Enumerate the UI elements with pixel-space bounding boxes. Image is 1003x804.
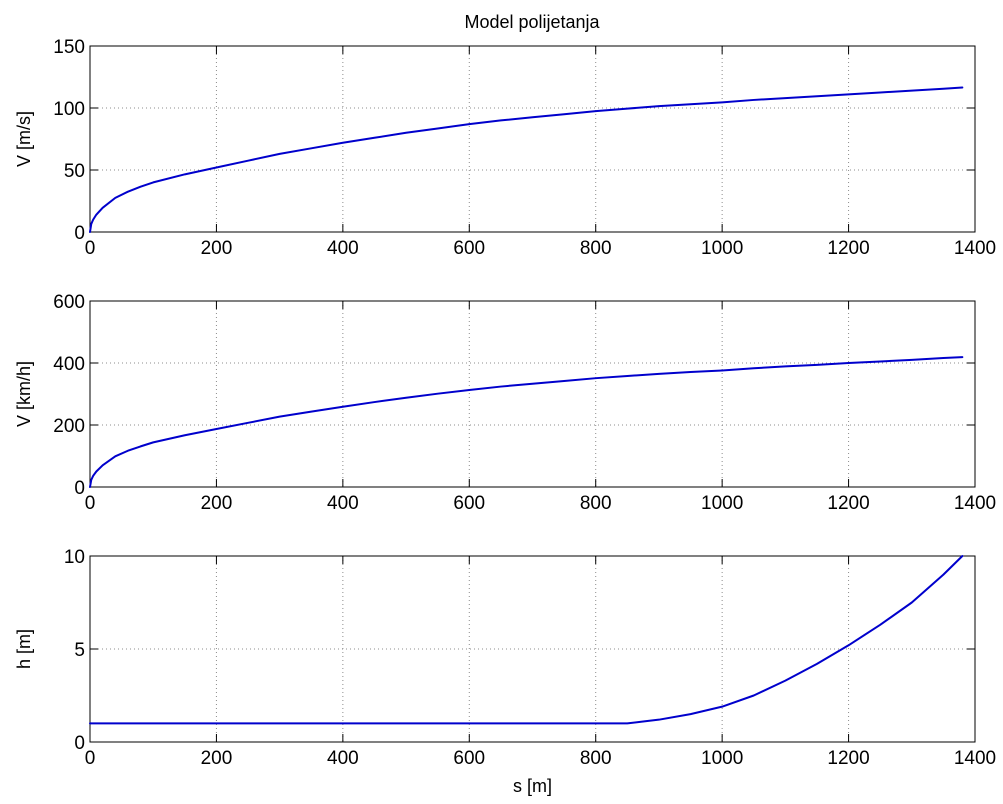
x-tick-label: 1400 bbox=[954, 748, 996, 769]
axes-box bbox=[89, 300, 976, 488]
x-tick-label: 400 bbox=[327, 238, 359, 259]
y-axis-label: h [m] bbox=[14, 629, 34, 669]
x-tick-label: 1200 bbox=[827, 493, 869, 514]
x-tick-label: 600 bbox=[453, 238, 485, 259]
y-axis-label: V [m/s] bbox=[14, 111, 34, 167]
x-tick-label: 600 bbox=[453, 493, 485, 514]
y-axis-label: V [km/h] bbox=[14, 361, 34, 427]
x-tick-label: 400 bbox=[327, 748, 359, 769]
y-tick-label: 0 bbox=[74, 223, 85, 244]
y-tick-label: 100 bbox=[53, 99, 85, 120]
x-tick-label: 1000 bbox=[701, 493, 743, 514]
x-tick-label: 1200 bbox=[827, 238, 869, 259]
axes-box bbox=[89, 45, 976, 233]
subplot-2: 0 200 400 600 800 1000 1200 1400 0 200 400 600 V [km… bbox=[14, 292, 996, 514]
x-tick-label: 1000 bbox=[701, 748, 743, 769]
x-tick-label: 0 bbox=[85, 493, 96, 514]
x-tick-label: 1200 bbox=[827, 748, 869, 769]
x-tick-label: 1400 bbox=[954, 493, 996, 514]
y-tick-label: 5 bbox=[74, 640, 85, 661]
y-tick-label: 0 bbox=[74, 478, 85, 499]
y-tick-label: 10 bbox=[64, 547, 85, 568]
x-tick-label: 800 bbox=[580, 748, 612, 769]
y-tick-label: 400 bbox=[53, 354, 85, 375]
y-tick-label: 50 bbox=[64, 161, 85, 182]
subplot-3: 0 200 400 600 800 1000 1200 1400 0 5 10 h [m] s [m] bbox=[14, 547, 996, 796]
x-tick-label: 1000 bbox=[701, 238, 743, 259]
y-tick-label: 0 bbox=[74, 733, 85, 754]
x-axis-label: s [m] bbox=[513, 776, 552, 796]
x-tick-label: 800 bbox=[580, 493, 612, 514]
x-tick-label: 400 bbox=[327, 493, 359, 514]
x-tick-label: 200 bbox=[201, 748, 233, 769]
x-tick-label: 200 bbox=[201, 493, 233, 514]
x-tick-label: 800 bbox=[580, 238, 612, 259]
x-tick-label: 1400 bbox=[954, 238, 996, 259]
series-line-1 bbox=[89, 356, 964, 488]
x-tick-label: 200 bbox=[201, 238, 233, 259]
x-tick-label: 0 bbox=[85, 238, 96, 259]
x-tick-label: 0 bbox=[85, 748, 96, 769]
figure-title: Model polijetanja bbox=[464, 12, 600, 32]
y-tick-label: 200 bbox=[53, 416, 85, 437]
subplot-1: 0 200 400 600 800 1000 1200 1400 0 50 100 150 V [m/s… bbox=[14, 37, 996, 259]
x-tick-label: 600 bbox=[453, 748, 485, 769]
series-line-1 bbox=[89, 86, 964, 233]
y-tick-label: 150 bbox=[53, 37, 85, 58]
y-tick-label: 600 bbox=[53, 292, 85, 313]
series-line-1 bbox=[89, 555, 964, 725]
